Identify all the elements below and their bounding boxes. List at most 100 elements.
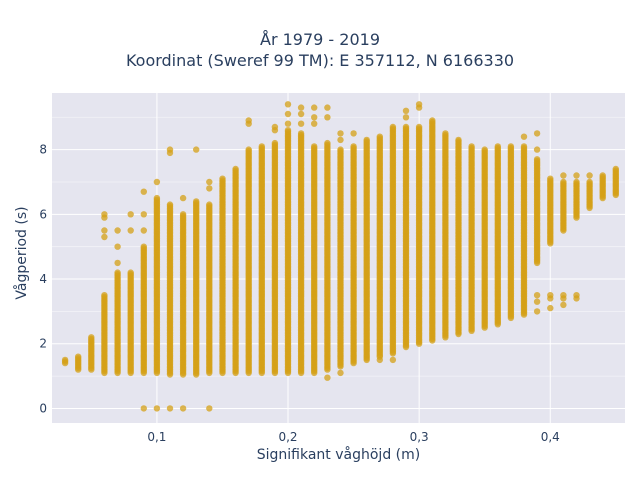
scatter-point: [284, 127, 292, 134]
scatter-point: [101, 292, 108, 299]
scatter-point: [127, 211, 134, 218]
y-tick-label: 8: [39, 143, 47, 157]
scatter-point: [376, 133, 383, 140]
scatter-point: [140, 243, 147, 250]
scatter-point: [114, 227, 121, 234]
scatter-point: [127, 227, 134, 234]
scatter-point: [166, 405, 174, 412]
scatter-point: [520, 133, 528, 140]
scatter-point: [337, 130, 344, 137]
scatter-point: [219, 175, 226, 182]
scatter-point: [573, 178, 580, 186]
scatter-point: [337, 369, 344, 377]
scatter-point: [533, 146, 541, 153]
scatter-point: [166, 201, 174, 208]
scatter-point: [101, 211, 108, 218]
scatter-point: [101, 227, 108, 234]
scatter-point: [429, 117, 436, 124]
x-axis-label: Signifikant våghöjd (m): [256, 447, 421, 463]
scatter-point: [468, 143, 475, 150]
scatter-point: [560, 301, 567, 309]
scatter-point: [560, 292, 567, 299]
scatter-point: [140, 211, 147, 218]
scatter-point: [153, 178, 161, 186]
scatter-point: [61, 356, 69, 364]
scatter-point: [533, 156, 541, 163]
scatter-point: [311, 114, 318, 121]
scatter-point: [179, 211, 187, 218]
x-tick-label: 0,4: [541, 430, 560, 444]
scatter-point: [193, 198, 200, 205]
scatter-point: [376, 356, 383, 364]
scatter-point: [140, 405, 147, 412]
scatter-point: [324, 374, 331, 381]
scatter-point: [324, 139, 331, 147]
scatter-point: [402, 114, 410, 121]
y-tick-label: 2: [39, 337, 47, 351]
scatter-point: [245, 146, 252, 153]
scatter-point: [271, 123, 279, 131]
scatter-series: [61, 101, 619, 412]
scatter-point: [311, 104, 318, 111]
scatter-point: [114, 269, 121, 276]
scatter-point: [533, 298, 541, 305]
scatter-point: [389, 123, 397, 131]
scatter-point: [415, 123, 423, 131]
scatter-point: [573, 292, 580, 299]
scatter-point: [140, 227, 147, 234]
scatter-point: [547, 175, 554, 182]
scatter-point: [206, 201, 213, 208]
scatter-point: [337, 136, 344, 144]
x-tick-label: 0,2: [278, 430, 297, 444]
scatter-point: [455, 136, 462, 144]
scatter-point: [324, 104, 331, 111]
scatter-point: [153, 194, 161, 202]
scatter-point: [389, 356, 397, 364]
scatter-point: [297, 104, 305, 111]
scatter-point: [599, 172, 606, 179]
scatter-point: [415, 101, 423, 108]
x-tick-label: 0,1: [147, 430, 166, 444]
x-tick-label: 0,3: [410, 430, 429, 444]
scatter-point: [206, 178, 213, 186]
scatter-point: [520, 143, 528, 150]
y-tick-label: 0: [39, 401, 47, 415]
scatter-point: [297, 130, 305, 137]
scatter-point: [533, 130, 541, 137]
y-tick-label: 6: [39, 207, 47, 221]
scatter-point: [127, 269, 134, 276]
scatter-point: [284, 101, 292, 108]
scatter-point: [206, 185, 213, 192]
scatter-point: [324, 114, 331, 121]
scatter-point: [533, 308, 541, 315]
scatter-point: [560, 172, 567, 179]
scatter-point: [75, 353, 82, 360]
scatter-point: [363, 136, 370, 144]
y-tick-label: 4: [39, 272, 47, 286]
scatter-point: [232, 165, 239, 173]
scatter-point: [586, 172, 593, 179]
chart-subtitle: Koordinat (Sweref 99 TM): E 357112, N 61…: [125, 51, 515, 70]
scatter-point: [88, 334, 95, 341]
scatter-point: [284, 120, 292, 127]
chart-title: År 1979 - 2019: [260, 30, 380, 49]
scatter-point: [140, 188, 147, 195]
scatter-point: [481, 146, 488, 153]
scatter-point: [193, 146, 200, 153]
scatter-point: [114, 243, 121, 250]
scatter-point: [271, 139, 279, 147]
scatter-point: [573, 172, 580, 179]
scatter-point: [533, 292, 541, 299]
scatter-point: [179, 405, 187, 412]
scatter-point: [560, 178, 567, 186]
y-axis-label: Vågperiod (s): [14, 206, 30, 300]
scatter-point: [402, 107, 410, 115]
scatter-point: [297, 120, 305, 127]
scatter-point: [586, 178, 593, 186]
scatter-point: [442, 130, 449, 137]
scatter-point: [547, 292, 554, 299]
scatter-point: [311, 143, 318, 150]
scatter-point: [245, 117, 252, 124]
